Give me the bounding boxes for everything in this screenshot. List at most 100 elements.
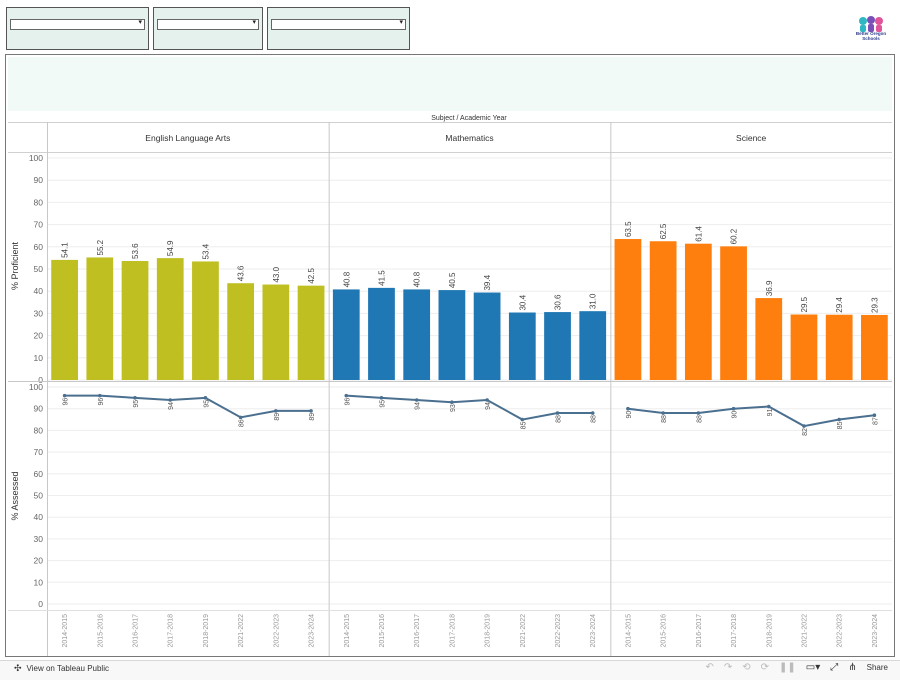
assessed-series-line bbox=[627, 405, 875, 428]
x-tick-label: 2023-2024 bbox=[872, 614, 879, 648]
x-tick-label: 2022-2023 bbox=[555, 614, 562, 648]
assessed-point bbox=[696, 411, 701, 415]
filter-dropdown-1[interactable]: ▾ bbox=[10, 18, 145, 30]
bar-value-label: 54.9 bbox=[166, 240, 175, 256]
bar bbox=[121, 261, 149, 380]
view-on-tableau-label: View on Tableau Public bbox=[26, 664, 109, 673]
assessed-point bbox=[626, 406, 630, 411]
y-axis-title-proficient: % Proficient bbox=[10, 241, 20, 290]
y-tick-label: 50 bbox=[34, 491, 44, 501]
x-tick-label: 2016-2017 bbox=[133, 614, 140, 648]
assessed-point bbox=[520, 417, 525, 422]
x-tick-label: 2022-2023 bbox=[837, 614, 844, 648]
assessed-value-label: 86 bbox=[239, 419, 246, 427]
bar-value-label: 60.2 bbox=[730, 228, 739, 244]
bar-value-label: 43.0 bbox=[272, 266, 281, 282]
bar bbox=[227, 283, 255, 380]
x-tick-label: 2016-2017 bbox=[414, 614, 421, 648]
x-tick-label: 2022-2023 bbox=[273, 614, 280, 648]
assessed-point bbox=[661, 411, 665, 415]
dropdown-arrow-icon: ▾ bbox=[252, 18, 256, 26]
assessed-value-label: 95 bbox=[379, 400, 386, 408]
fullscreen-icon[interactable]: ⤢ bbox=[830, 662, 839, 673]
x-tick-label: 2017-2018 bbox=[168, 614, 175, 648]
assessed-point bbox=[274, 409, 278, 413]
tableau-logo-icon: ✣ bbox=[14, 663, 22, 673]
share-button[interactable]: Share bbox=[866, 663, 888, 672]
bar bbox=[755, 298, 783, 380]
share-icon[interactable]: ⋔ bbox=[848, 662, 857, 673]
assessed-value-label: 90 bbox=[626, 411, 633, 419]
assessed-value-label: 88 bbox=[696, 415, 703, 423]
bar bbox=[262, 284, 290, 380]
bar bbox=[192, 261, 219, 380]
revert-icon[interactable]: ⟲ bbox=[742, 662, 751, 673]
logo-figures-icon bbox=[859, 16, 883, 32]
device-preview-icon[interactable]: ▭▾ bbox=[805, 662, 821, 673]
assessed-point bbox=[837, 417, 841, 422]
filter-dropdown-3[interactable]: ▾ bbox=[271, 18, 406, 30]
y-tick-label: 70 bbox=[34, 447, 44, 457]
bar-value-label: 31.0 bbox=[589, 293, 598, 309]
bar bbox=[403, 289, 431, 380]
bar-value-label: 43.6 bbox=[237, 265, 246, 281]
bar-value-label: 30.6 bbox=[554, 294, 563, 310]
x-tick-label: 2015-2016 bbox=[379, 614, 386, 648]
bar-value-label: 40.8 bbox=[413, 271, 422, 287]
filter-panel-2: ▾ bbox=[153, 7, 263, 50]
bar-value-label: 62.5 bbox=[659, 223, 668, 239]
x-tick-label: 2014-2015 bbox=[344, 614, 351, 648]
bar bbox=[368, 287, 395, 380]
assessed-value-label: 87 bbox=[872, 417, 879, 425]
assessed-value-label: 88 bbox=[661, 415, 668, 423]
bar-value-label: 29.5 bbox=[800, 296, 809, 312]
panel-header-science: Science bbox=[736, 133, 767, 143]
assessed-point bbox=[98, 393, 102, 398]
tableau-footer: ✣ View on Tableau Public ↶ ↷ ⟲ ⟳ ❚❚ ▭▾ ⤢… bbox=[0, 660, 900, 680]
bar-value-label: 54.1 bbox=[61, 242, 70, 258]
y-tick-label: 70 bbox=[34, 220, 44, 230]
x-tick-label: 2017-2018 bbox=[731, 614, 738, 648]
assessed-point bbox=[62, 393, 67, 398]
bar-value-label: 40.5 bbox=[448, 272, 457, 288]
redo-icon[interactable]: ↷ bbox=[723, 662, 733, 673]
header-band bbox=[8, 57, 892, 111]
bar bbox=[297, 285, 325, 380]
filter-panel-1: ▾ bbox=[6, 7, 149, 50]
assessed-value-label: 91 bbox=[767, 408, 774, 416]
assessed-point bbox=[450, 400, 454, 404]
x-tick-label: 2018-2019 bbox=[766, 614, 773, 648]
bar bbox=[86, 257, 114, 380]
assessed-value-label: 94 bbox=[485, 402, 492, 410]
y-tick-label: 40 bbox=[34, 512, 44, 522]
bar bbox=[649, 241, 677, 380]
assessed-value-label: 94 bbox=[168, 402, 175, 410]
bar bbox=[790, 314, 818, 380]
assessed-value-label: 96 bbox=[344, 398, 351, 406]
bar-value-label: 53.4 bbox=[201, 243, 210, 259]
y-tick-label: 10 bbox=[34, 577, 44, 587]
filter-dropdown-2[interactable]: ▾ bbox=[157, 18, 259, 30]
x-tick-label: 2015-2016 bbox=[661, 614, 668, 648]
assessed-point bbox=[309, 409, 313, 413]
assessed-point bbox=[555, 411, 560, 415]
x-tick-label: 2023-2024 bbox=[309, 614, 316, 648]
panel-header-mathematics: Mathematics bbox=[445, 133, 493, 143]
bar-value-label: 29.3 bbox=[870, 297, 879, 313]
view-on-tableau-link[interactable]: ✣ View on Tableau Public bbox=[14, 663, 109, 674]
filter-panel-3: ▾ bbox=[267, 7, 410, 50]
x-tick-label: 2015-2016 bbox=[97, 614, 104, 648]
bar bbox=[156, 258, 184, 380]
x-tick-label: 2018-2019 bbox=[203, 614, 210, 648]
y-tick-label: 80 bbox=[34, 197, 44, 207]
y-tick-label: 0 bbox=[38, 599, 43, 609]
assessed-point bbox=[590, 411, 595, 415]
bar-value-label: 39.4 bbox=[483, 274, 492, 290]
pause-icon[interactable]: ❚❚ bbox=[779, 662, 796, 673]
y-tick-label: 100 bbox=[29, 382, 43, 392]
refresh-icon[interactable]: ⟳ bbox=[760, 662, 770, 673]
undo-icon[interactable]: ↶ bbox=[705, 662, 714, 673]
y-tick-label: 60 bbox=[34, 242, 44, 252]
y-tick-label: 100 bbox=[29, 153, 43, 163]
